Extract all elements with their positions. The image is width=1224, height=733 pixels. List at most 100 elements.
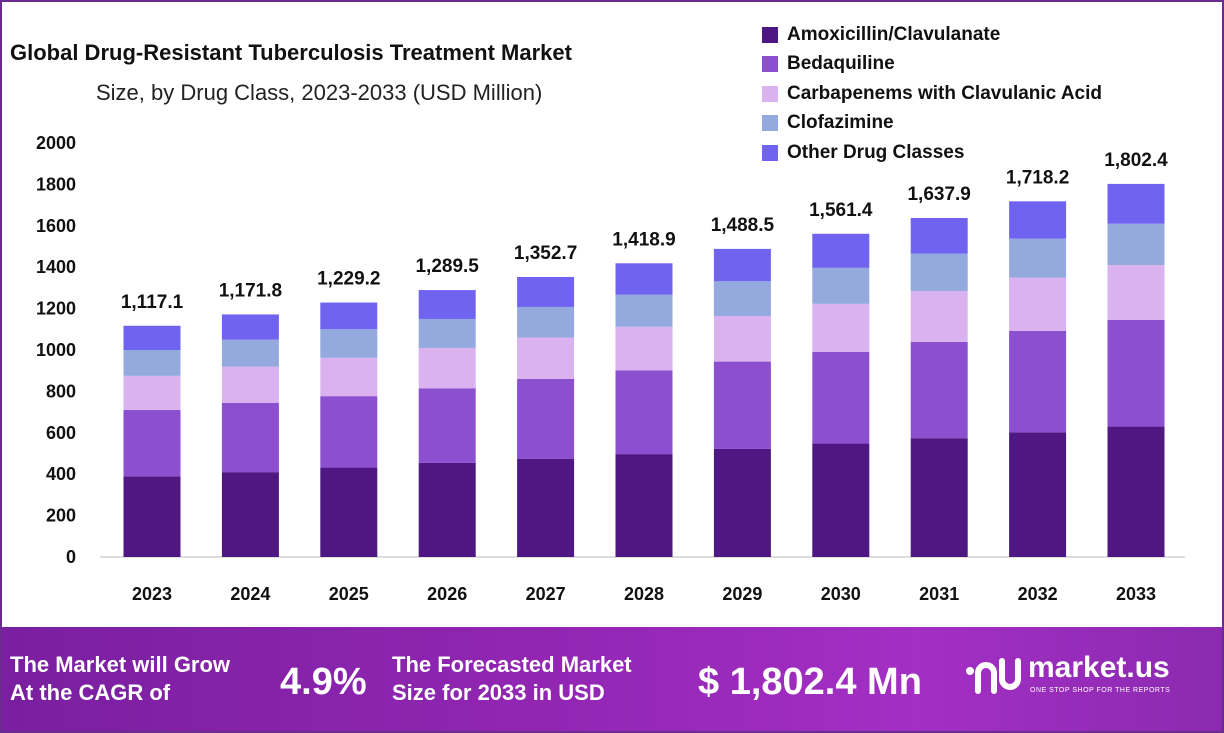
y-tick-label: 400 (46, 464, 76, 484)
bar-segment (418, 318, 476, 348)
bar-segment (1009, 201, 1067, 239)
x-tick-label: 2027 (526, 584, 566, 604)
bar-segment (1009, 277, 1067, 331)
chart-title: Global Drug-Resistant Tuberculosis Treat… (10, 40, 572, 65)
legend-swatch (762, 56, 778, 73)
y-tick-label: 1400 (36, 257, 76, 277)
x-tick-label: 2033 (1116, 584, 1156, 604)
bar-segment (1009, 432, 1067, 557)
legend-swatch (762, 144, 778, 161)
bar-segment (1107, 223, 1165, 266)
bar-segment (123, 325, 181, 350)
x-tick-label: 2025 (329, 584, 369, 604)
summary-banner: The Market will Grow At the CAGR of 4.9%… (2, 627, 1222, 731)
market-us-logo-icon (966, 658, 1021, 694)
cagr-label-line2: At the CAGR of (10, 680, 171, 705)
legend-label: Other Drug Classes (787, 141, 965, 163)
bar-segment (910, 341, 968, 439)
bar-total-label: 1,171.8 (219, 280, 282, 301)
legend-swatch (762, 85, 778, 102)
bar-segment (1009, 330, 1067, 433)
bar-segment (615, 454, 673, 557)
bar-total-label: 1,117.1 (121, 292, 184, 313)
legend-item-amoxicillin: Amoxicillin/Clavulanate (762, 20, 1102, 50)
legend-item-bedaquiline: Bedaquiline (762, 50, 1102, 80)
bar-segment (123, 350, 181, 376)
y-tick-label: 2000 (36, 133, 76, 153)
x-tick-label: 2023 (132, 584, 172, 604)
bar-total-label: 1,561.4 (809, 200, 873, 221)
x-tick-label: 2024 (230, 584, 270, 604)
bar-segment (713, 281, 771, 317)
bar-segment (713, 316, 771, 362)
brand-tagline: ONE STOP SHOP FOR THE REPORTS (1030, 687, 1171, 694)
bar-segment (418, 462, 476, 557)
legend-swatch (762, 26, 778, 43)
bar-segment (615, 263, 673, 295)
y-tick-label: 1600 (36, 216, 76, 236)
bar-segment (123, 410, 181, 477)
bar-segment (1107, 319, 1165, 427)
bar-segment (517, 306, 575, 338)
bar-segment (615, 294, 673, 327)
bar-segment (910, 217, 968, 254)
bar-segment (812, 303, 870, 352)
bar-total-label: 1,229.2 (317, 269, 380, 290)
y-tick-label: 0 (66, 547, 76, 567)
bar-segment (1107, 183, 1165, 224)
legend-label: Clofazimine (787, 112, 894, 134)
bar-segment (320, 357, 378, 397)
x-tick-label: 2030 (821, 584, 861, 604)
bar-segment (418, 290, 476, 319)
y-tick-label: 200 (46, 506, 76, 526)
legend-label: Amoxicillin/Clavulanate (787, 23, 1001, 45)
bar-segment (615, 326, 673, 371)
bar-segment (517, 276, 575, 307)
legend-label: Bedaquiline (787, 53, 895, 75)
legend-item-clofazimine: Clofazimine (762, 109, 1102, 139)
bar-total-label: 1,488.5 (711, 215, 775, 236)
bar-segment (123, 476, 181, 557)
bar-segment (221, 339, 279, 367)
bar-segment (910, 253, 968, 292)
bar-total-label: 1,418.9 (612, 229, 675, 250)
bar-segment (1107, 265, 1165, 320)
bar-segment (1009, 238, 1067, 278)
x-tick-label: 2026 (427, 584, 467, 604)
bar-segment (517, 337, 575, 379)
bar-segment (910, 291, 968, 342)
bar-segment (812, 267, 870, 304)
legend-swatch (762, 115, 778, 132)
bar-total-label: 1,637.9 (907, 184, 970, 205)
bar-segment (221, 472, 279, 557)
bar-segment (221, 402, 279, 473)
cagr-label-line1: The Market will Grow (10, 652, 231, 677)
forecast-label-line2: Size for 2033 in USD (392, 680, 605, 705)
bar-segment (221, 314, 279, 340)
legend: Amoxicillin/Clavulanate Bedaquiline Carb… (762, 20, 1102, 168)
bar-total-label: 1,352.7 (514, 243, 577, 264)
brand-name: market.us (1028, 651, 1170, 684)
bar-segment (320, 467, 378, 557)
bar-segment (1107, 426, 1165, 557)
bar-segment (418, 347, 476, 389)
bar-chart: 0 200 400 600 800 1000 1200 1400 1600 1800 2000 1,1… (36, 133, 1185, 604)
bar-total-label: 1,802.4 (1104, 150, 1168, 171)
legend-label: Carbapenems with Clavulanic Acid (787, 82, 1102, 104)
bar-segment (418, 388, 476, 463)
bar-segment (812, 233, 870, 268)
bar-segment (320, 396, 378, 468)
bar-segment (221, 366, 279, 403)
x-tick-label: 2028 (624, 584, 664, 604)
cagr-value: 4.9% (280, 661, 367, 703)
bar-segment (812, 443, 870, 557)
y-tick-label: 1200 (36, 299, 76, 319)
bar-segment (812, 351, 870, 444)
bar-segment (615, 370, 673, 455)
bar-segment (713, 361, 771, 449)
bar-segment (123, 375, 181, 411)
chart-subtitle: Size, by Drug Class, 2023-2033 (USD Mill… (96, 80, 543, 105)
x-tick-label: 2029 (722, 584, 762, 604)
bar-segment (320, 329, 378, 358)
bar-segment (320, 302, 378, 330)
